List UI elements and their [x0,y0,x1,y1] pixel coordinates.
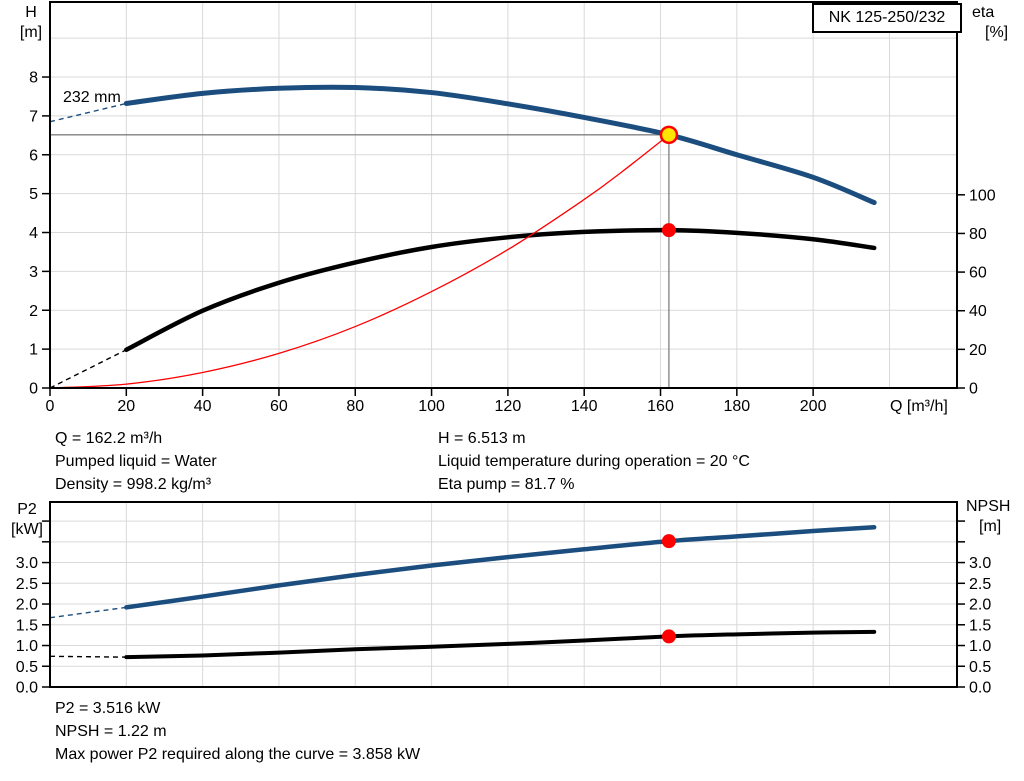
right-axis-tick-label: 0.0 [969,680,991,696]
right-axis-tick-label: 0.5 [969,659,991,676]
left-axis-tick-label: 7 [29,108,38,125]
head-readout: H = 6.513 m [438,430,526,447]
duty-info-right: H = 6.513 m Liquid temperature during op… [438,427,750,496]
x-axis-tick-label: 200 [800,398,827,415]
left-axis-title: H [25,4,37,21]
p2-point-marker[interactable] [661,534,676,549]
x-axis-tick-label: 60 [270,398,288,415]
efficiency-point-marker[interactable] [661,223,676,238]
left-axis-title: P2 [17,501,37,518]
pumped-liquid-readout: Pumped liquid = Water [55,453,217,470]
plot-border [49,501,958,688]
power-npsh-chart[interactable]: 0.0 0.5 1.0 1.5 2.0 2.5 3.0 0.0 0.5 1.0 1.5 2.0 2.5 3… [0,495,1024,695]
left-axis-tick-label: 2 [29,303,38,320]
npsh-curve-dashed-extension [49,655,127,658]
left-axis-tick-label: 0 [29,381,38,398]
npsh-readout: NPSH = 1.22 m [55,723,167,740]
efficiency-curve [124,227,877,352]
left-axis-tick-label: 3 [29,264,38,281]
left-axis-tick-label: 2.5 [16,576,38,593]
x-axis-tick-label: 40 [194,398,212,415]
right-axis-tick-label: 2.5 [969,576,991,593]
right-axis-tick-label: 20 [969,342,987,359]
right-axis-title: [m] [979,518,1001,535]
left-axis-title: [kW] [11,521,43,538]
liquid-temperature-readout: Liquid temperature during operation = 20… [438,453,750,470]
max-power-readout: Max power P2 required along the curve = … [55,746,421,763]
pump-model-badge: NK 125-250/232 [812,3,962,33]
eta-pump-readout: Eta pump = 81.7 % [438,476,575,493]
impeller-diameter-label: 232 mm [63,89,121,106]
left-axis-tick-label: 6 [29,147,38,164]
right-axis-title: [%] [985,24,1008,41]
right-axis-tick-label: 3.0 [969,555,991,572]
density-readout: Density = 998.2 kg/m³ [55,476,212,493]
right-axis-tick-label: 1.5 [969,617,991,634]
x-axis-tick-label: 180 [723,398,750,415]
right-axis-title: eta [972,4,994,21]
right-axis-title: NPSH [966,498,1010,515]
p2-curve [124,525,877,610]
npsh-curve [124,629,877,660]
x-axis-tick-label: 20 [117,398,135,415]
left-axis-tick-label: 0.0 [16,680,38,696]
left-axis-tick-label: 1 [29,342,38,359]
left-axis-tick-label: 1.5 [16,617,38,634]
npsh-point-marker[interactable] [661,629,676,644]
right-axis-tick-label: 40 [969,303,987,320]
x-axis-tick-label: 0 [46,398,55,415]
right-axis-tick-label: 1.0 [969,638,991,655]
right-axis-tick-label: 80 [969,226,987,243]
x-axis-tick-label: 100 [418,398,445,415]
left-axis-tick-label: 4 [29,225,38,242]
left-axis-tick-label: 8 [29,70,38,87]
x-axis-tick-label: 80 [346,398,364,415]
x-axis-tick-label: 120 [495,398,522,415]
power-info: P2 = 3.516 kW NPSH = 1.22 m Max power P2… [55,697,420,766]
x-axis-title: Q [m³/h] [890,398,948,415]
duty-point-marker[interactable] [659,125,679,145]
right-axis-tick-label: 100 [969,187,996,204]
x-axis-tick-label: 140 [571,398,598,415]
right-axis-tick-label: 2.0 [969,597,991,614]
system-curve [49,134,670,389]
left-axis-tick-label: 3.0 [16,555,38,572]
head-curve [123,84,877,206]
flow-readout: Q = 162.2 m³/h [55,430,163,447]
p2-readout: P2 = 3.516 kW [55,700,161,717]
x-axis-tick-label: 160 [647,398,674,415]
left-axis-tick-label: 1.0 [16,638,38,655]
p2-curve-dashed-extension [49,606,127,619]
right-axis-tick-label: 0 [969,381,978,398]
plot-border [49,1,958,389]
left-axis-title: [m] [20,24,42,41]
duty-info-left: Q = 162.2 m³/h Pumped liquid = Water Den… [55,427,217,496]
left-axis-tick-label: 2.0 [16,597,38,614]
left-axis-tick-label: 5 [29,186,38,203]
right-axis-tick-label: 60 [969,265,987,282]
head-curve-dashed-extension [49,102,127,123]
efficiency-curve-dashed-extension [49,349,127,389]
left-axis-tick-label: 0.5 [16,659,38,676]
